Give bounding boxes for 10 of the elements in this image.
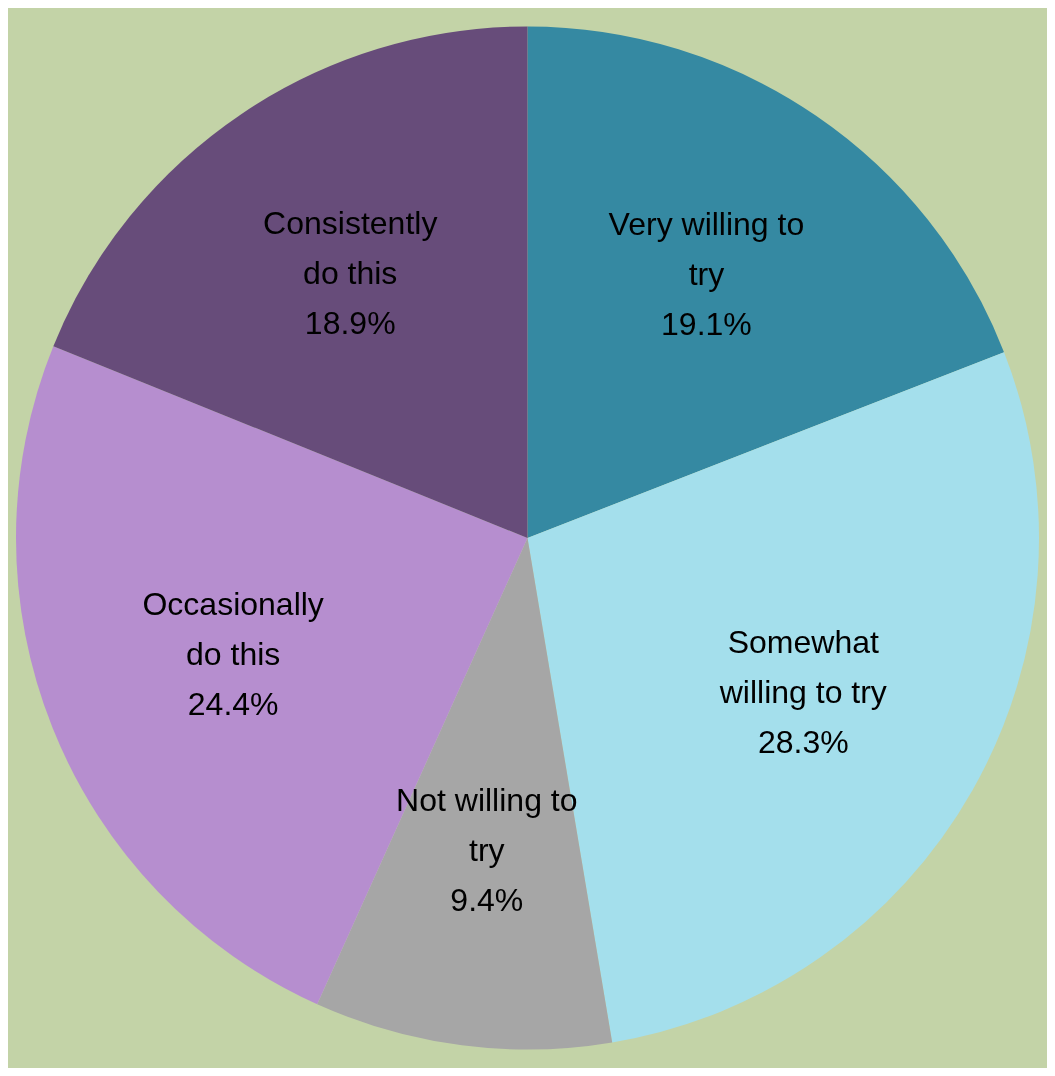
data-label: 18.9% — [304, 304, 396, 341]
data-label: 28.3% — [757, 724, 849, 761]
slice-label: Somewhat willing to try — [718, 624, 887, 711]
slice-label: Occasionally do this — [142, 585, 324, 672]
slice-label: Not willing to try — [396, 782, 578, 869]
slice-label: Consistently do this — [263, 204, 438, 291]
data-label: 24.4% — [187, 685, 279, 722]
slice-label: Very willing to try — [608, 205, 805, 292]
data-label: 9.4% — [450, 882, 524, 919]
data-label: 19.1% — [661, 305, 752, 342]
